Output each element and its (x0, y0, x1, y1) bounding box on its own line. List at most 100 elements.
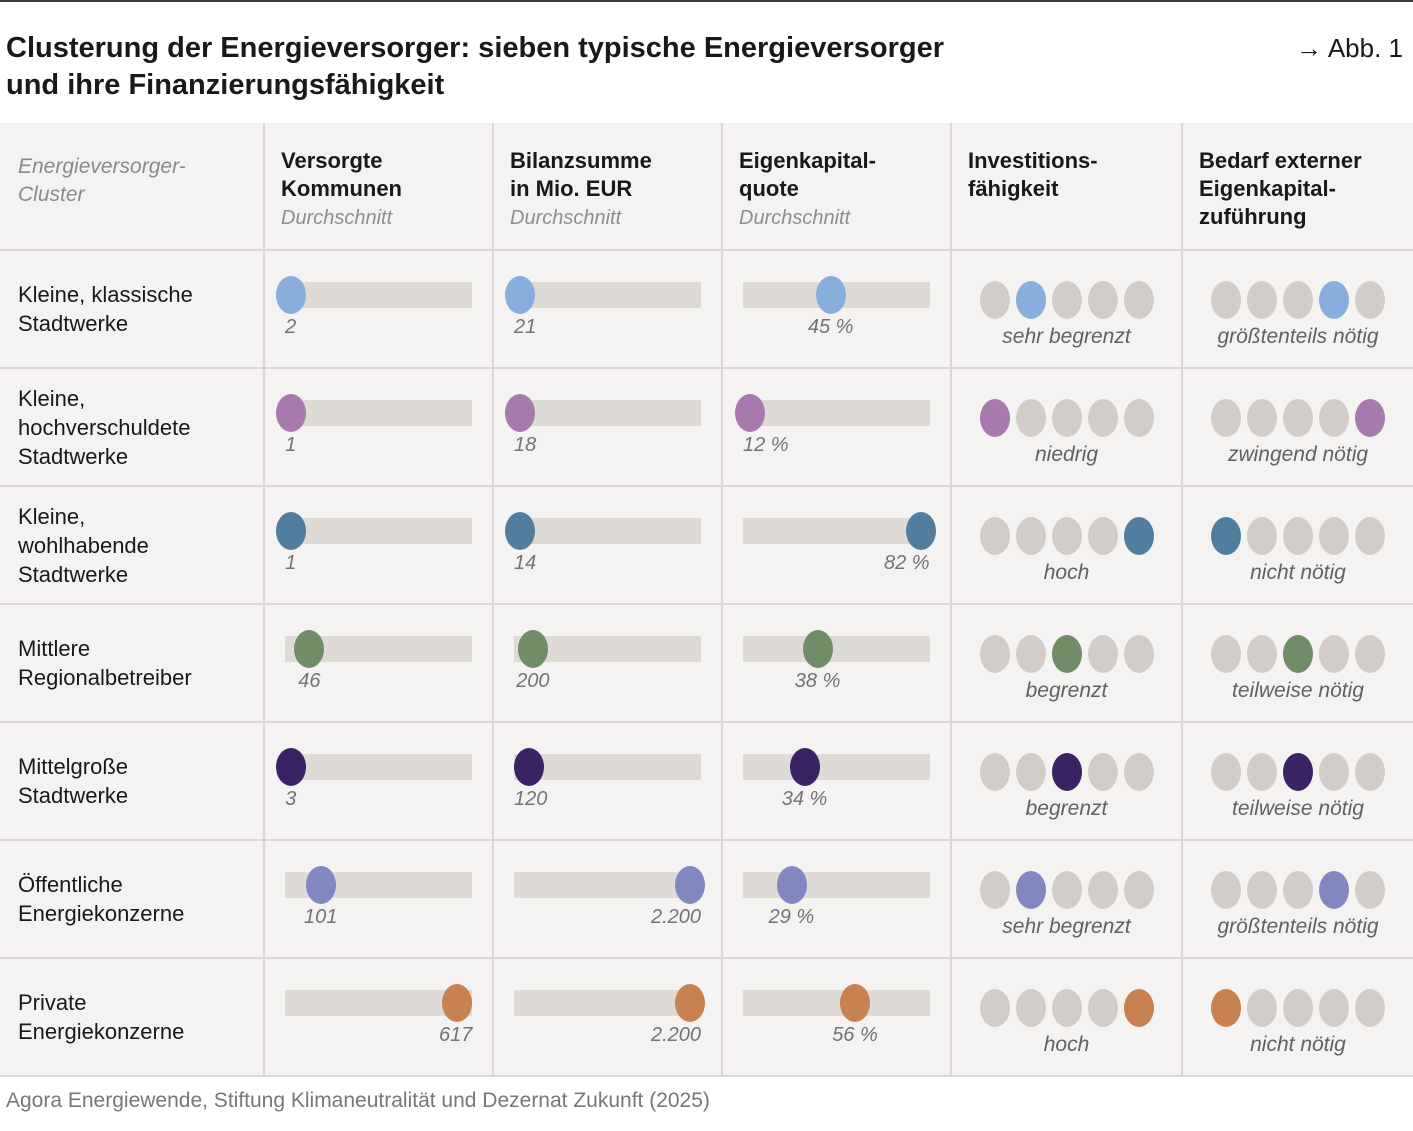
slider-dot (789, 748, 820, 786)
rating-dot (1051, 989, 1082, 1027)
rating-dots (1211, 399, 1385, 437)
rating-dot-active (979, 399, 1010, 437)
slider-dot (275, 512, 306, 550)
rating-cell-investitionsfaehigkeit: hoch (952, 959, 1181, 1075)
rating-cell-investitionsfaehigkeit: begrenzt (952, 605, 1181, 721)
rating-dot (1123, 281, 1154, 319)
column-header-eigenkapitalquote: Eigenkapital- quote Durchschnitt (723, 123, 950, 249)
slider-cell-bilanzsumme: 200 (494, 605, 721, 721)
rating-dot (1051, 871, 1082, 909)
slider-cell-versorgte-kommunen: 1 (265, 487, 492, 603)
rating-cell-bedarf-eigenkapital: zwingend nötig (1183, 369, 1413, 485)
rating-dot-active (1211, 989, 1241, 1027)
rating-dots (1211, 635, 1385, 673)
slider-dot (840, 984, 871, 1022)
rating-dot (1015, 635, 1046, 673)
column-subtitle: Durchschnitt (510, 207, 622, 229)
rating-label: sehr begrenzt (1002, 325, 1131, 348)
rating-dots (1211, 281, 1385, 319)
figure-title-line1: Clusterung der Energieversorger: sieben … (6, 32, 944, 64)
rating-dot (1247, 635, 1277, 673)
slider-cell-versorgte-kommunen: 617 (265, 959, 492, 1075)
slider-dot (776, 866, 807, 904)
slider-track (514, 984, 705, 1022)
slider-dot (275, 748, 306, 786)
rating-label: niedrig (1034, 443, 1099, 466)
rating-cell-bedarf-eigenkapital: größtenteils nötig (1183, 841, 1413, 957)
row-label-cell: Mittlere Regionalbetreiber (0, 605, 263, 721)
rating-dot-active (1123, 517, 1154, 555)
slider-value: 2.200 (651, 1024, 702, 1046)
rating-dot (1015, 399, 1046, 437)
rating-dot (1051, 517, 1082, 555)
cluster-name: Kleine, hochverschuldete Stadtwerke (18, 385, 191, 469)
slider-value-row: 34 % (743, 788, 930, 814)
slider-dot (517, 630, 548, 668)
column-title: Investitions- fähigkeit (968, 148, 1098, 201)
rating-dots (979, 281, 1154, 319)
rating-dot (1087, 517, 1118, 555)
rating-dot (1319, 753, 1349, 791)
row-label-cell: Mittelgroße Stadtwerke (0, 723, 263, 839)
rating-dot-active (1319, 871, 1349, 909)
rating-dot (1355, 281, 1385, 319)
slider-value-row: 2 (285, 316, 472, 342)
slider-track (504, 512, 701, 550)
figure-title: Clusterung der Energieversorger: sieben … (6, 30, 1403, 104)
rating-dot-active (1015, 871, 1046, 909)
slider-value-row: 56 % (743, 1024, 930, 1050)
slider-cell-versorgte-kommunen: 2 (265, 251, 492, 367)
slider-track (504, 276, 701, 314)
slider-track (285, 630, 472, 668)
rating-dot (1087, 989, 1118, 1027)
rating-dot (1247, 517, 1277, 555)
cluster-name: Mittlere Regionalbetreiber (18, 636, 192, 690)
rating-dot (1319, 517, 1349, 555)
slider-cell-bilanzsumme: 120 (494, 723, 721, 839)
rating-dot (1211, 871, 1241, 909)
column-title: Bilanzsumme in Mio. EUR (510, 148, 652, 201)
rating-dot (1283, 871, 1313, 909)
slider-value: 3 (285, 788, 297, 810)
slider-value-row: 82 % (743, 552, 930, 578)
rating-dot-active (1051, 753, 1082, 791)
slider-value-row: 14 (514, 552, 701, 578)
rating-dot (1211, 635, 1241, 673)
rating-dot (1319, 399, 1349, 437)
rating-label: teilweise nötig (1232, 797, 1364, 820)
slider-value: 21 (514, 316, 537, 338)
slider-cell-eigenkapitalquote: 45 % (723, 251, 950, 367)
rating-dot (979, 871, 1010, 909)
rating-label: teilweise nötig (1232, 679, 1364, 702)
rating-dots (979, 399, 1154, 437)
rating-dot (1283, 989, 1313, 1027)
rating-dot (1015, 989, 1046, 1027)
column-header-cluster-label: Energieversorger- Cluster (18, 155, 186, 206)
slider-track (743, 276, 930, 314)
rating-dot (1087, 635, 1118, 673)
slider-value: 12 % (743, 434, 789, 456)
slider-dot (905, 512, 936, 550)
rating-dot (1319, 989, 1349, 1027)
slider-dot (305, 866, 336, 904)
rating-cell-investitionsfaehigkeit: begrenzt (952, 723, 1181, 839)
column-subtitle: Durchschnitt (281, 207, 393, 229)
rating-cell-investitionsfaehigkeit: hoch (952, 487, 1181, 603)
slider-value-row: 120 (514, 788, 701, 814)
slider-cell-eigenkapitalquote: 12 % (723, 369, 950, 485)
rating-dots (1211, 753, 1385, 791)
slider-dot (674, 984, 705, 1022)
rating-cell-investitionsfaehigkeit: sehr begrenzt (952, 251, 1181, 367)
rating-dot-active (1211, 517, 1241, 555)
slider-value-row: 2.200 (514, 906, 701, 932)
slider-value: 200 (516, 670, 550, 692)
rating-dot (1123, 635, 1154, 673)
slider-cell-eigenkapitalquote: 29 % (723, 841, 950, 957)
rating-dot (1247, 871, 1277, 909)
slider-value: 2 (285, 316, 297, 338)
slider-track (743, 748, 930, 786)
slider-value: 120 (514, 788, 548, 810)
slider-dot (815, 276, 846, 314)
row-label-cell: Kleine, klassische Stadtwerke (0, 251, 263, 367)
slider-cell-versorgte-kommunen: 1 (265, 369, 492, 485)
